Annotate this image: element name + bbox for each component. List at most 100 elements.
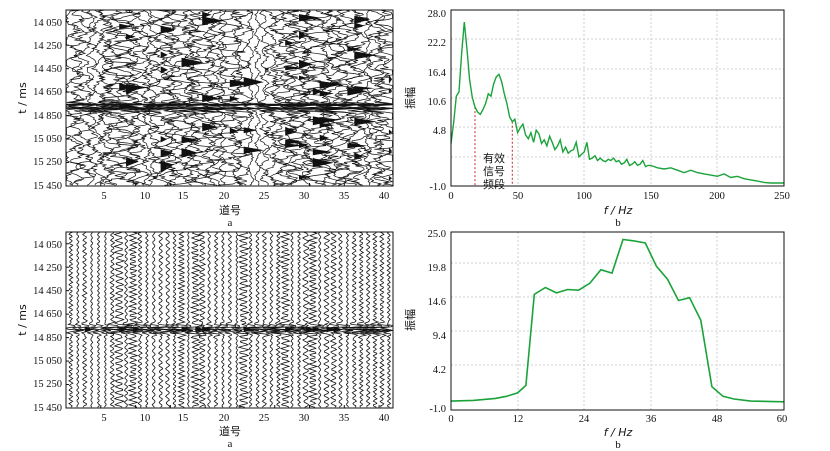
seismic-trace	[342, 231, 354, 408]
x-tick-label: 5	[101, 413, 106, 424]
seismic-trace	[290, 231, 309, 408]
y-tick-label: -1.0	[429, 182, 446, 193]
y-tick-label: 15 050	[33, 356, 62, 367]
seismic-fill	[160, 160, 175, 169]
y-tick-label: 14 250	[33, 263, 62, 274]
seismic-trace	[77, 231, 91, 408]
y-tick-label: 15 050	[33, 134, 62, 145]
seismic-fill	[285, 40, 295, 46]
seismic-trace	[91, 231, 107, 408]
x-axis-label: f / Hz	[604, 426, 633, 439]
seismic-trace	[285, 231, 299, 408]
y-axis-label: t / ms	[16, 82, 29, 114]
x-tick-label: 40	[379, 413, 390, 424]
x-tick-label: 24	[579, 414, 590, 425]
seismic-trace	[116, 231, 136, 408]
seismic-trace	[140, 9, 184, 186]
seismic-fill	[354, 117, 377, 126]
seismic-trace	[251, 9, 264, 186]
seismic-trace	[285, 9, 339, 186]
y-tick-label: 15 250	[33, 157, 62, 168]
y-tick-label: 16.4	[428, 68, 447, 79]
seismic-trace	[349, 231, 375, 408]
seismic-trace	[234, 231, 255, 408]
seismic-trace	[84, 231, 99, 408]
seismic-trace	[182, 231, 209, 408]
seismic-traces-raw	[65, 9, 394, 186]
seismic-fill	[126, 86, 135, 95]
seismic-ticks-raw	[66, 21, 380, 187]
spectrum-frame-raw	[450, 9, 785, 187]
y-axis-label: t / ms	[16, 304, 29, 336]
seismic-fill	[160, 149, 174, 158]
seismic-fill	[299, 142, 308, 149]
seismic-trace	[362, 231, 389, 408]
x-tick-label: 10	[140, 413, 151, 424]
seismic-trace	[146, 231, 162, 408]
seismic-trace	[141, 9, 158, 186]
x-tick-label: 48	[712, 414, 723, 425]
seismic-trace	[341, 231, 368, 408]
seismic-trace	[195, 231, 211, 408]
seismic-fill	[181, 148, 199, 158]
seismic-trace	[66, 9, 93, 186]
seismic-fill	[229, 79, 254, 88]
seismic-fill	[119, 23, 133, 30]
seismic-trace	[280, 9, 306, 186]
seismic-trace	[72, 231, 84, 408]
seismic-trace	[230, 9, 248, 186]
seismic-trace	[252, 231, 279, 408]
x-tick-label: 150	[643, 191, 659, 202]
seismic-trace	[171, 231, 193, 408]
seismic-trace	[319, 231, 336, 408]
seismic-trace	[318, 9, 339, 186]
seismic-fill	[285, 139, 307, 145]
y-tick-label: 14 450	[33, 286, 62, 297]
x-tick-label: 25	[259, 191, 270, 202]
x-tick-label: 40	[379, 191, 390, 202]
seismic-fill	[388, 129, 392, 135]
subfigure-label: b	[615, 439, 621, 451]
x-tick-label: 25	[259, 413, 270, 424]
seismic-trace	[139, 231, 155, 408]
seismic-trace	[206, 231, 227, 408]
spectrum-line-raw	[450, 22, 784, 184]
seismic-fill	[299, 174, 307, 180]
y-tick-label: 4.2	[433, 365, 446, 376]
seismic-trace	[156, 9, 184, 186]
seismic-trace	[338, 9, 379, 186]
x-tick-label: 15	[178, 413, 189, 424]
seismic-trace	[312, 231, 328, 408]
x-tick-label: 200	[709, 191, 725, 202]
x-tick-label: 12	[513, 414, 524, 425]
x-tick-label: 60	[777, 414, 788, 425]
seismic-trace	[329, 231, 352, 408]
seismic-fill	[202, 122, 219, 132]
seismic-fill	[388, 175, 392, 181]
seismic-fill	[160, 51, 168, 59]
x-tick-label: 5	[101, 191, 106, 202]
y-tick-label: 14 250	[33, 41, 62, 52]
x-tick-label: 30	[299, 413, 310, 424]
subfigure-label: a	[228, 217, 233, 229]
x-tick-label: 35	[339, 191, 350, 202]
x-tick-label: 50	[513, 191, 524, 202]
seismic-traces-filtered	[65, 231, 394, 408]
seismic-fill	[388, 147, 392, 155]
seismic-fill	[354, 152, 364, 160]
seismic-trace	[115, 9, 143, 186]
seismic-trace	[325, 231, 341, 408]
y-tick-label: 28.0	[428, 9, 446, 20]
y-tick-label: 4.8	[433, 126, 446, 137]
y-tick-label: 10.6	[428, 97, 446, 108]
seismic-trace	[230, 231, 243, 408]
y-tick-label: 25.0	[428, 229, 446, 240]
x-tick-label: 250	[774, 191, 790, 202]
seismic-trace	[198, 9, 221, 186]
seismic-trace	[270, 231, 302, 408]
x-tick-label: 36	[646, 414, 657, 425]
x-axis-label: 道号	[219, 203, 241, 217]
seismic-fill	[354, 86, 375, 91]
seismic-fill	[160, 136, 167, 143]
